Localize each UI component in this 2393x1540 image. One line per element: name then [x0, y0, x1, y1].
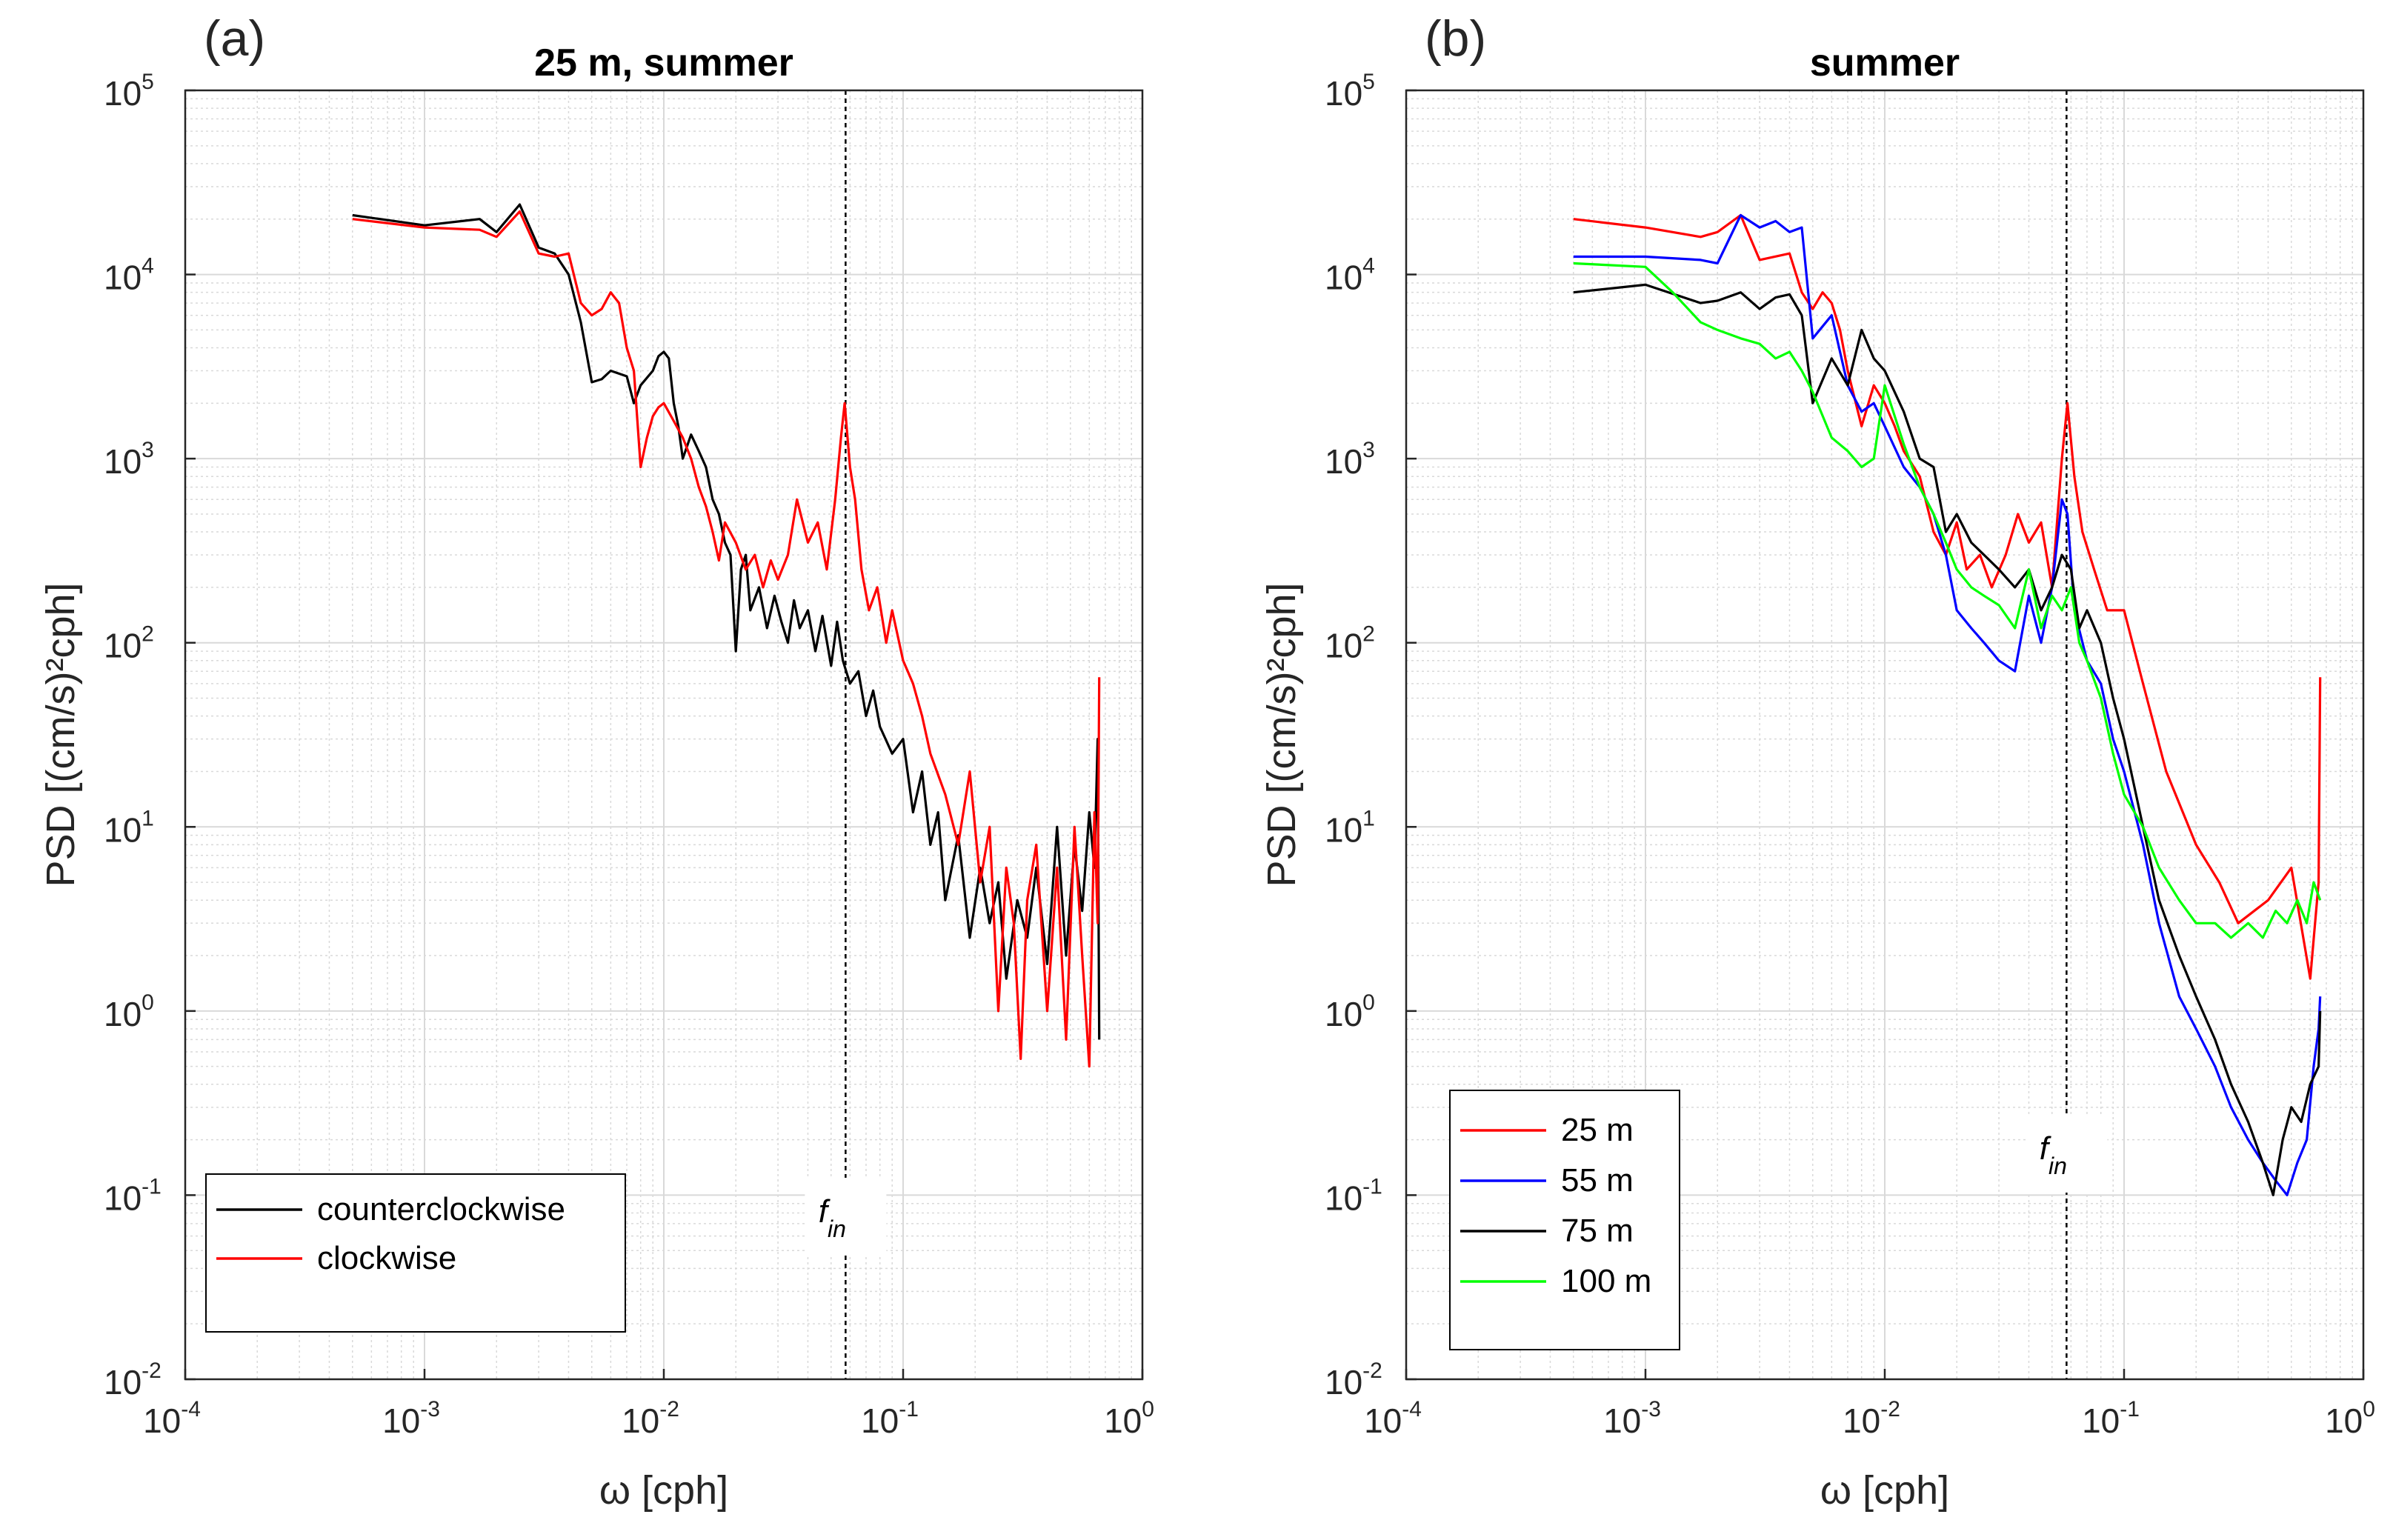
legend-label: 25 m: [1561, 1112, 1634, 1148]
y-tick-label: 105: [104, 70, 154, 113]
x-tick-label: 10-1: [2082, 1397, 2140, 1440]
legend-box: [1449, 1090, 1680, 1350]
x-tick-label: 10-1: [861, 1397, 919, 1440]
fin-label-box: [2026, 1115, 2108, 1193]
x-axis-label: ω [cph]: [599, 1468, 728, 1513]
x-tick-label: 10-3: [1603, 1397, 1661, 1440]
y-tick-label: 101: [104, 806, 154, 849]
x-tick-label: 10-4: [143, 1397, 201, 1440]
legend: counterclockwise clockwise: [205, 1173, 626, 1333]
y-tick-label: 104: [104, 254, 154, 297]
y-tick-label: 100: [104, 990, 154, 1033]
y-axis-label: PSD [(cm/s)²cph]: [39, 582, 83, 887]
y-tick-label: 102: [1325, 622, 1375, 665]
x-tick-label: 100: [1104, 1397, 1154, 1440]
series-line-clockwise: [352, 210, 1101, 1068]
legend-box: [205, 1173, 626, 1333]
legend-label: 55 m: [1561, 1162, 1634, 1199]
legend-label: 100 m: [1561, 1263, 1651, 1299]
y-tick-label: 100: [1325, 990, 1375, 1033]
panel-title: 25 m, summer: [534, 41, 793, 84]
series-line-55-m: [1573, 213, 2322, 1197]
panel-letter: (b): [1425, 10, 1486, 67]
y-tick-label: 10-2: [104, 1359, 162, 1401]
y-tick-label: 10-1: [104, 1174, 162, 1217]
legend-label: clockwise: [317, 1240, 456, 1276]
y-axis-label: PSD [(cm/s)²cph]: [1259, 582, 1304, 887]
y-tick-label: 103: [104, 438, 154, 481]
x-axis-label: ω [cph]: [1820, 1468, 1949, 1513]
y-tick-label: 101: [1325, 806, 1375, 849]
legend-label: 75 m: [1561, 1213, 1634, 1249]
grid: [1405, 90, 2363, 1380]
legend-label: counterclockwise: [317, 1191, 565, 1227]
x-tick-label: 10-2: [1843, 1397, 1900, 1440]
y-tick-label: 104: [1325, 254, 1375, 297]
legend: 25 m 55 m 75 m 100 m: [1449, 1090, 1680, 1350]
series-line-100-m: [1573, 261, 2322, 939]
y-tick-label: 10-1: [1325, 1174, 1382, 1217]
fin-label-box: [805, 1178, 887, 1256]
panel-title: summer: [1810, 41, 1960, 84]
y-tick-label: 103: [1325, 438, 1375, 481]
x-tick-label: 10-3: [382, 1397, 440, 1440]
x-tick-label: 10-4: [1364, 1397, 1422, 1440]
y-tick-label: 10-2: [1325, 1359, 1382, 1401]
x-tick-label: 100: [2325, 1397, 2375, 1440]
panel-letter: (a): [204, 10, 265, 67]
y-tick-label: 105: [1325, 70, 1375, 113]
grid: [184, 90, 1142, 1380]
x-tick-label: 10-2: [622, 1397, 679, 1440]
y-tick-label: 102: [104, 622, 154, 665]
